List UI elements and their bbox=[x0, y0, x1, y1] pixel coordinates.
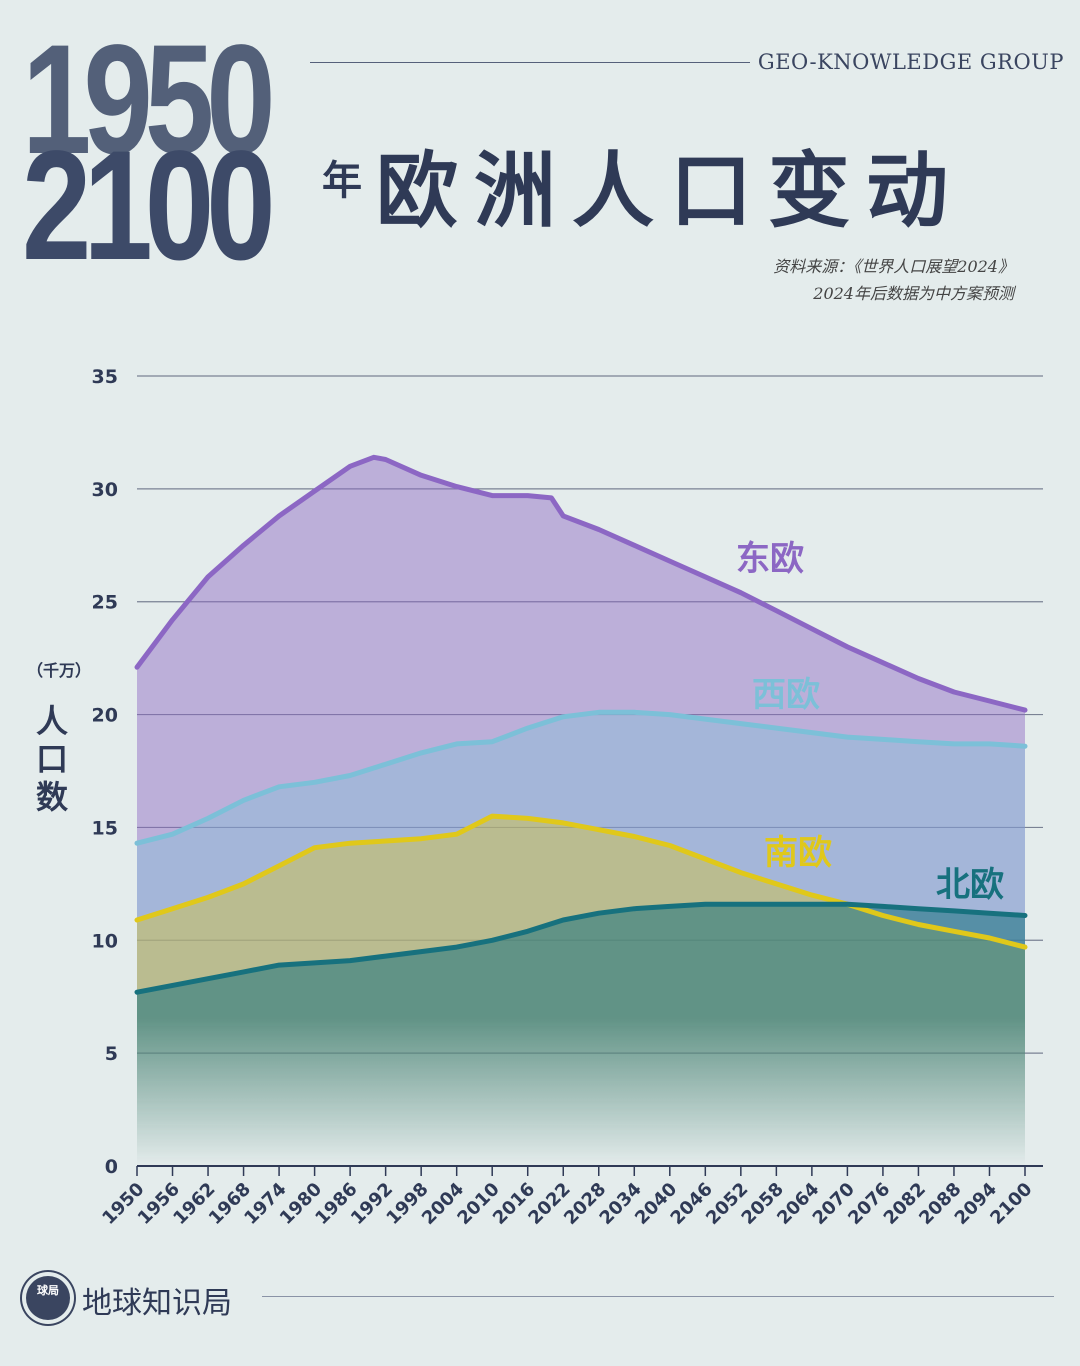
y-tick-label: 0 bbox=[105, 1156, 118, 1178]
area-4 bbox=[137, 904, 1025, 1166]
series-line-4 bbox=[134, 901, 1028, 995]
y-tick-label: 5 bbox=[105, 1043, 118, 1065]
series-label-2: 西欧 bbox=[752, 675, 820, 715]
series-label-3: 南欧 bbox=[764, 833, 832, 873]
y-tick-label: 10 bbox=[92, 930, 118, 952]
series-line-1 bbox=[134, 454, 1028, 713]
footer-logo-text: 地球知识局 bbox=[82, 1286, 232, 1321]
year-start: 1950 bbox=[22, 13, 276, 187]
series-line-3 bbox=[134, 813, 1028, 950]
source-note: 资料来源：《世界人口展望2024》 2024年后数据为中方案预测 bbox=[773, 253, 1014, 307]
footer-divider bbox=[262, 1296, 1054, 1297]
year-end: 2100 bbox=[22, 119, 276, 293]
y-tick-label: 15 bbox=[92, 817, 118, 839]
title-year-suffix: 年 bbox=[322, 157, 362, 204]
y-tick-label: 35 bbox=[92, 366, 118, 388]
brand-divider bbox=[310, 62, 750, 63]
series-lines bbox=[134, 454, 1028, 995]
x-tick-label: 2100 bbox=[986, 1179, 1036, 1229]
globe-logo-icon: 球局 bbox=[26, 1276, 70, 1320]
area-fills bbox=[137, 457, 1025, 1166]
brand-name: GEO-KNOWLEDGE GROUP bbox=[757, 50, 1064, 74]
y-tick-label: 25 bbox=[92, 592, 118, 614]
y-tick-label: 30 bbox=[92, 479, 118, 501]
logo-badge: 球局 bbox=[37, 1284, 59, 1297]
y-axis-unit: （千万） bbox=[27, 661, 92, 680]
series-label-1: 东欧 bbox=[736, 539, 804, 579]
source-line: 资料来源：《世界人口展望2024》 bbox=[773, 257, 1014, 276]
projection-note: 2024年后数据为中方案预测 bbox=[813, 284, 1014, 303]
page-title: 欧洲人口变动 bbox=[376, 143, 965, 239]
y-axis-label: 人口数 bbox=[36, 702, 69, 816]
series-line-2 bbox=[134, 709, 1028, 846]
series-label-4: 北欧 bbox=[936, 865, 1004, 905]
population-area-chart: 0510152025303519501956196219681974198019… bbox=[92, 366, 1043, 1229]
y-tick-label: 20 bbox=[92, 705, 118, 727]
